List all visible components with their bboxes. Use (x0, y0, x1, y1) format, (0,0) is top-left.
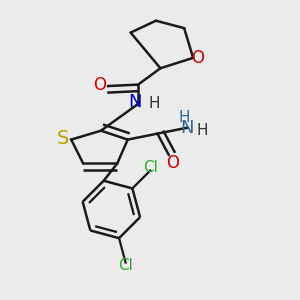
Text: O: O (93, 76, 106, 94)
Text: Cl: Cl (118, 258, 133, 273)
Text: Cl: Cl (143, 160, 158, 175)
Text: H: H (196, 123, 208, 138)
Text: H: H (149, 96, 160, 111)
Text: N: N (128, 93, 142, 111)
Text: O: O (191, 49, 204, 67)
Text: O: O (166, 154, 179, 172)
Text: N: N (180, 119, 194, 137)
Text: H: H (178, 110, 190, 125)
Text: S: S (57, 129, 69, 148)
